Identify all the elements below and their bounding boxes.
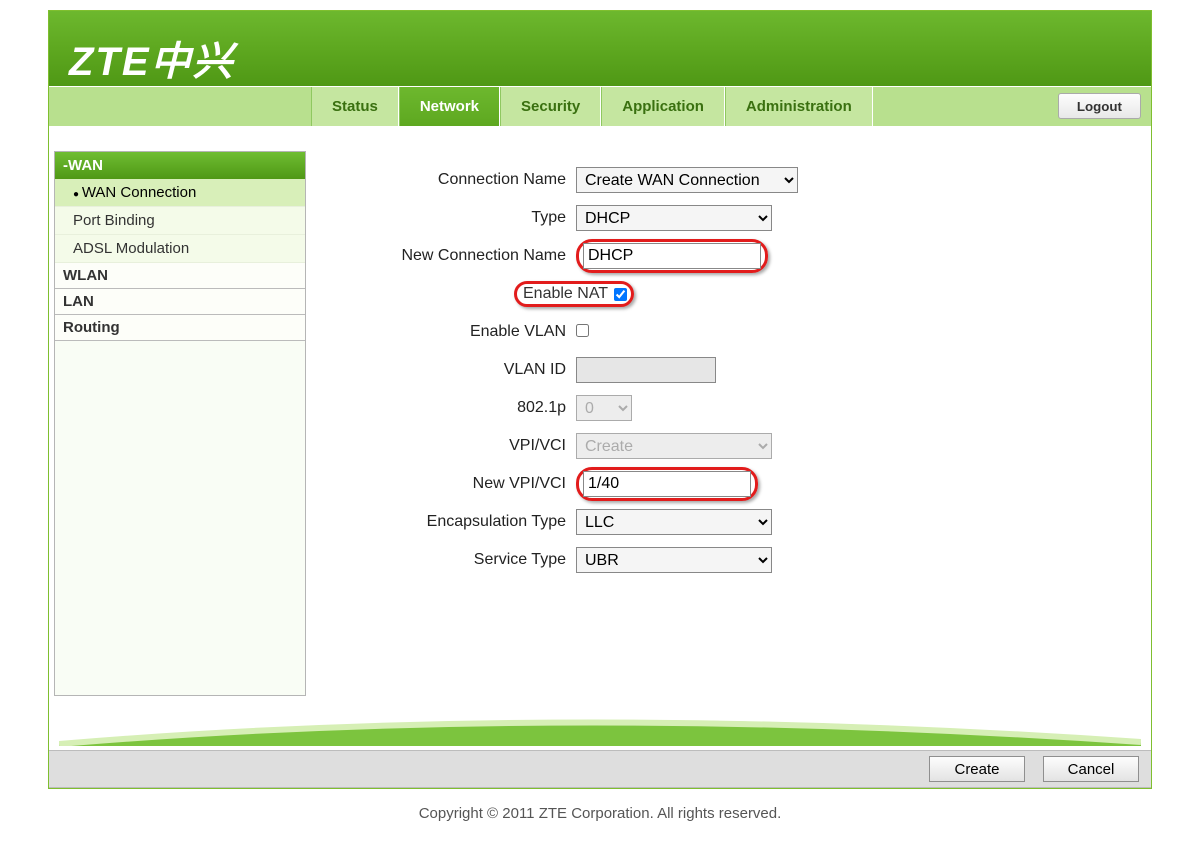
enable-vlan-checkbox[interactable]	[576, 324, 589, 337]
footer-swoosh	[59, 716, 1141, 746]
label-enable-vlan: Enable VLAN	[346, 323, 576, 341]
sidebar-section-lan[interactable]: LAN	[55, 289, 305, 315]
vpi-vci-select[interactable]: Create	[576, 433, 772, 459]
label-vlan-id: VLAN ID	[346, 361, 576, 379]
label-enable-nat: Enable NAT	[521, 285, 614, 303]
button-bar: Create Cancel	[49, 750, 1151, 788]
nav-bar: StatusNetworkSecurityApplicationAdminist…	[49, 86, 1151, 126]
highlight-enable-nat: Enable NAT	[514, 281, 634, 307]
label-service-type: Service Type	[346, 551, 576, 569]
label-vpi-vci: VPI/VCI	[346, 437, 576, 455]
sidebar-section-wlan[interactable]: WLAN	[55, 263, 305, 289]
nav-tab-security[interactable]: Security	[500, 87, 601, 126]
create-button[interactable]: Create	[929, 756, 1025, 782]
sidebar: -WAN WAN ConnectionPort BindingADSL Modu…	[54, 151, 306, 696]
sidebar-section-routing[interactable]: Routing	[55, 315, 305, 341]
label-encapsulation-type: Encapsulation Type	[346, 513, 576, 531]
sidebar-section-wan[interactable]: -WAN	[55, 152, 305, 179]
vlan-id-input[interactable]	[576, 357, 716, 383]
header: ZTE中兴	[49, 11, 1151, 86]
label-connection-name: Connection Name	[346, 171, 576, 189]
label-new-connection-name: New Connection Name	[346, 247, 576, 265]
nav-tab-status[interactable]: Status	[311, 87, 399, 126]
label-8021p: 802.1p	[346, 399, 576, 417]
nav-tab-administration[interactable]: Administration	[725, 87, 873, 126]
label-new-vpi-vci: New VPI/VCI	[346, 475, 576, 493]
connection-name-select[interactable]: Create WAN Connection	[576, 167, 798, 193]
nav-tab-application[interactable]: Application	[601, 87, 725, 126]
logo: ZTE中兴	[69, 29, 235, 87]
cancel-button[interactable]: Cancel	[1043, 756, 1139, 782]
highlight-new-vpi-vci	[576, 467, 758, 501]
highlight-new-connection-name	[576, 239, 768, 273]
sidebar-item-wan-connection[interactable]: WAN Connection	[55, 179, 305, 207]
new-vpi-vci-input[interactable]	[583, 471, 751, 497]
service-type-select[interactable]: UBR	[576, 547, 772, 573]
encapsulation-type-select[interactable]: LLC	[576, 509, 772, 535]
sidebar-item-adsl-modulation[interactable]: ADSL Modulation	[55, 235, 305, 263]
enable-nat-checkbox[interactable]	[614, 288, 627, 301]
content-area: Connection Name Create WAN Connection Ty…	[306, 126, 1151, 696]
new-connection-name-input[interactable]	[583, 243, 761, 269]
nav-tab-network[interactable]: Network	[399, 87, 500, 126]
copyright-text: Copyright © 2011 ZTE Corporation. All ri…	[0, 789, 1200, 838]
8021p-select[interactable]: 0	[576, 395, 632, 421]
label-type: Type	[346, 209, 576, 227]
type-select[interactable]: DHCP	[576, 205, 772, 231]
logout-button[interactable]: Logout	[1058, 93, 1141, 119]
sidebar-item-port-binding[interactable]: Port Binding	[55, 207, 305, 235]
